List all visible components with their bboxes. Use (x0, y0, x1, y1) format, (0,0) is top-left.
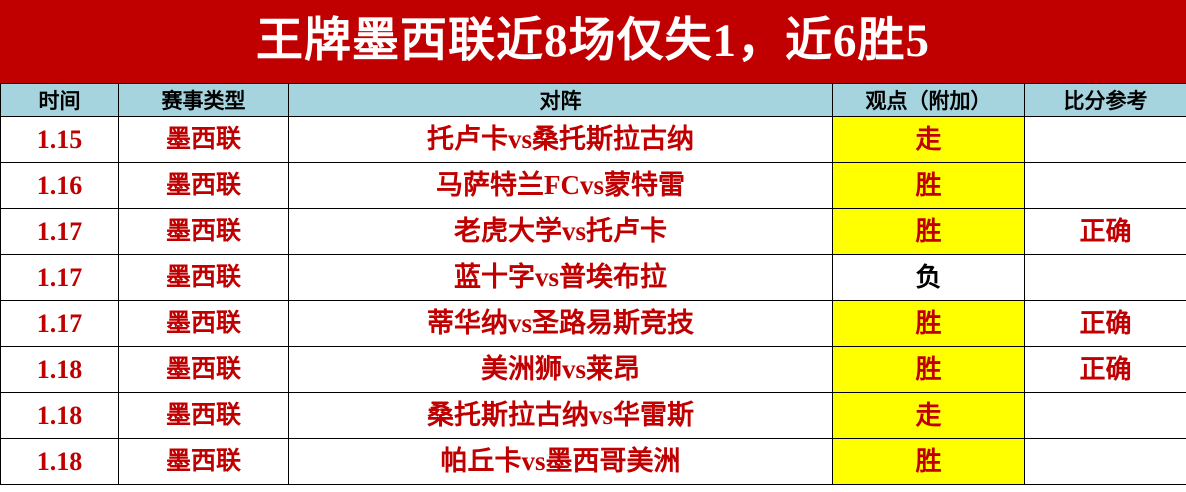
table-row: 1.15 墨西联 托卢卡vs桑托斯拉古纳走 (0, 116, 1186, 163)
cell-score (1024, 438, 1186, 485)
fixtures-table: 时间 赛事类型 对阵 观点（附加） 比分参考 1.15 墨西联 托卢卡vs桑托斯拉古… (0, 83, 1186, 485)
cell-view: 胜 (832, 162, 1025, 209)
cell-match: 蒂华纳vs圣路易斯竞技 (288, 300, 833, 347)
cell-match: 托卢卡vs桑托斯拉古纳 (288, 116, 833, 163)
cell-match: 老虎大学vs托卢卡 (288, 208, 833, 255)
cell-view: 走 (832, 392, 1025, 439)
table-row: 1.17 墨西联 老虎大学vs托卢卡胜正确 (0, 208, 1186, 255)
cell-score (1024, 162, 1186, 209)
header-row: 时间 赛事类型 对阵 观点（附加） 比分参考 (0, 83, 1186, 117)
cell-league: 墨西联 (118, 300, 289, 347)
cell-league: 墨西联 (118, 346, 289, 393)
table-header: 时间 赛事类型 对阵 观点（附加） 比分参考 (0, 83, 1186, 117)
cell-league: 墨西联 (118, 438, 289, 485)
cell-league: 墨西联 (118, 254, 289, 301)
cell-match: 桑托斯拉古纳vs华雷斯 (288, 392, 833, 439)
cell-score (1024, 392, 1186, 439)
cell-time: 1.17 (0, 254, 119, 301)
cell-time: 1.15 (0, 116, 119, 163)
cell-view: 胜 (832, 300, 1025, 347)
cell-league: 墨西联 (118, 162, 289, 209)
column-header-score: 比分参考 (1024, 83, 1186, 117)
cell-time: 1.16 (0, 162, 119, 209)
cell-match: 蓝十字vs普埃布拉 (288, 254, 833, 301)
column-header-match: 对阵 (288, 83, 833, 117)
table-row: 1.18 墨西联 桑托斯拉古纳vs华雷斯走 (0, 392, 1186, 439)
cell-league: 墨西联 (118, 208, 289, 255)
cell-match: 美洲狮vs莱昂 (288, 346, 833, 393)
cell-match: 帕丘卡vs墨西哥美洲 (288, 438, 833, 485)
column-header-time: 时间 (0, 83, 119, 117)
cell-league: 墨西联 (118, 392, 289, 439)
cell-league: 墨西联 (118, 116, 289, 163)
table-body: 1.15 墨西联 托卢卡vs桑托斯拉古纳走 1.16 墨西联 马萨特兰FCvs蒙特雷胜 1.… (0, 116, 1186, 485)
cell-time: 1.18 (0, 346, 119, 393)
cell-view: 胜 (832, 438, 1025, 485)
cell-score: 正确 (1024, 300, 1186, 347)
table-row: 1.17 墨西联 蒂华纳vs圣路易斯竞技胜正确 (0, 300, 1186, 347)
cell-time: 1.18 (0, 438, 119, 485)
page-title: 王牌墨西联近8场仅失1，近6胜5 (256, 15, 930, 67)
cell-view: 负 (832, 254, 1025, 301)
title-banner: 王牌墨西联近8场仅失1，近6胜5 (0, 0, 1186, 83)
cell-time: 1.18 (0, 392, 119, 439)
cell-score (1024, 116, 1186, 163)
cell-view: 走 (832, 116, 1025, 163)
cell-score: 正确 (1024, 208, 1186, 255)
cell-view: 胜 (832, 346, 1025, 393)
cell-view: 胜 (832, 208, 1025, 255)
cell-score: 正确 (1024, 346, 1186, 393)
cell-time: 1.17 (0, 300, 119, 347)
column-header-league: 赛事类型 (118, 83, 289, 117)
cell-score (1024, 254, 1186, 301)
table-row: 1.17 墨西联 蓝十字vs普埃布拉负 (0, 254, 1186, 301)
cell-time: 1.17 (0, 208, 119, 255)
cell-match: 马萨特兰FCvs蒙特雷 (288, 162, 833, 209)
table-row: 1.16 墨西联 马萨特兰FCvs蒙特雷胜 (0, 162, 1186, 209)
column-header-view: 观点（附加） (832, 83, 1025, 117)
table-row: 1.18 墨西联 帕丘卡vs墨西哥美洲胜 (0, 438, 1186, 485)
table-row: 1.18 墨西联 美洲狮vs莱昂胜正确 (0, 346, 1186, 393)
